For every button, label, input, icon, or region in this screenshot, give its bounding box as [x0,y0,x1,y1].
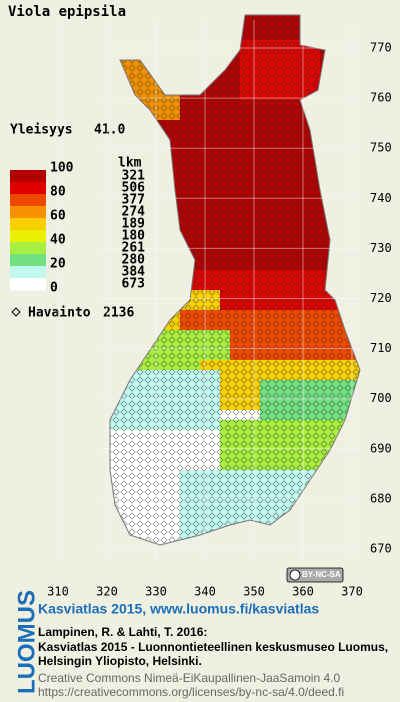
legend-scale-label: 100 [50,161,74,176]
license-badge [286,567,344,583]
legend-scale-label: 80 [50,185,66,200]
y-tick-label: 760 [370,91,392,105]
legend-count: 280 [122,253,146,268]
footer-link[interactable]: Kasviatlas 2015, www.luomus.fi/kasviatla… [38,601,319,617]
y-tick-label: 730 [370,241,392,255]
legend-scale-label: 20 [50,257,66,272]
x-tick-label: 370 [341,585,363,599]
y-tick-label: 710 [370,341,392,355]
legend-count: 377 [122,193,145,208]
cc-icon [289,569,301,581]
legend-scale-label: 60 [50,209,66,224]
title: Viola epipsila [8,4,126,20]
legend-scale-label: 0 [50,281,58,296]
legend-count: 180 [122,229,146,244]
legend-swatch [10,266,46,279]
legend-swatch [10,206,46,219]
legend-count: 506 [122,181,146,196]
x-tick-label: 350 [243,585,265,599]
x-tick-label: 360 [292,585,314,599]
y-tick-label: 750 [370,141,392,155]
y-tick-label: 770 [370,41,392,55]
license-name: Creative Commons Nimeä-EiKaupallinen-Jaa… [38,671,340,685]
legend-scale-label: 40 [50,233,66,248]
legend-count: 384 [122,265,146,280]
y-tick-label: 740 [370,191,392,205]
y-tick-label: 680 [370,491,392,505]
citation-authors: Lampinen, R. & Lahti, T. 2016: [38,625,207,639]
y-tick-label: 670 [370,542,392,556]
brand: LUOMUS [13,590,40,694]
legend-count: 673 [122,277,145,292]
x-tick-label: 340 [194,585,216,599]
frequency-value: 41.0 [94,123,125,138]
license-badge-text: BY-NC-SA [302,570,341,579]
frequency-label: Yleisyys [10,123,73,138]
legend-count: 321 [122,169,146,184]
legend-count: 274 [122,205,146,220]
x-tick-label: 320 [96,585,118,599]
legend-swatch [10,182,46,195]
legend-swatch [10,242,46,255]
observation-symbol [11,307,21,317]
citation-line: Kasviatlas 2015 - Luonnontieteellinen ke… [38,640,388,654]
legend-swatch [10,218,46,231]
legend-swatch [10,278,46,291]
legend-count: 189 [122,217,145,232]
legend-count: 261 [122,241,146,256]
legend-swatch [10,230,46,243]
license-url[interactable]: https://creativecommons.org/licenses/by-… [38,685,344,699]
y-tick-label: 720 [370,291,392,305]
legend-swatch [10,194,46,207]
y-tick-label: 700 [370,391,392,405]
x-tick-label: 330 [145,585,167,599]
legend-unit: lkm [118,156,142,171]
legend-swatch [10,254,46,267]
y-tick-label: 690 [370,441,392,455]
observations-label: Havainto [28,306,91,321]
observations-count: 2136 [103,306,134,321]
legend-swatch [10,170,46,183]
citation-line: Helsingin Yliopisto, Helsinki. [38,654,202,668]
x-tick-label: 310 [47,585,69,599]
